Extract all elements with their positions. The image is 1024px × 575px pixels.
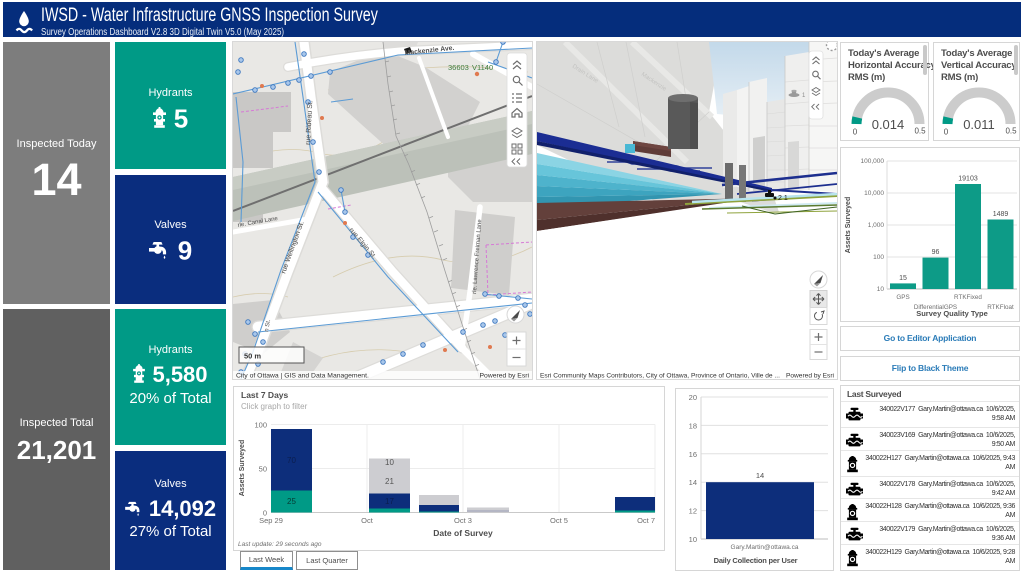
svg-text:Daily Collection per User: Daily Collection per User xyxy=(714,556,798,565)
svg-text:1,000: 1,000 xyxy=(868,222,885,229)
svg-text:0: 0 xyxy=(263,509,267,518)
svg-text:0: 0 xyxy=(944,128,949,137)
svg-text:14: 14 xyxy=(756,471,764,480)
svg-text:70: 70 xyxy=(287,456,296,465)
svg-text:Oct 7: Oct 7 xyxy=(637,516,655,525)
svg-text:V1140: V1140 xyxy=(472,63,493,72)
svg-text:Last update: 29 seconds ago: Last update: 29 seconds ago xyxy=(238,541,322,548)
svg-text:10: 10 xyxy=(385,458,394,467)
svg-text:DifferentialGPS: DifferentialGPS xyxy=(914,304,957,311)
svg-text:rle. Lawrence Freiman Lane: rle. Lawrence Freiman Lane xyxy=(472,219,483,295)
svg-text:50: 50 xyxy=(259,465,267,474)
svg-text:19103: 19103 xyxy=(958,176,978,183)
svg-text:Powered by Esri: Powered by Esri xyxy=(786,373,835,380)
svg-text:0.014: 0.014 xyxy=(872,117,905,132)
svg-text:21: 21 xyxy=(385,477,394,486)
svg-text:Date of Survey: Date of Survey xyxy=(433,528,493,538)
svg-text:n St.: n St. xyxy=(264,319,272,333)
svg-text:Survey Quality Type: Survey Quality Type xyxy=(916,309,988,318)
svg-text:2 1: 2 1 xyxy=(778,195,788,202)
svg-text:100: 100 xyxy=(254,421,267,430)
svg-text:36603: 36603 xyxy=(448,63,469,72)
svg-text:Assets Surveyed: Assets Surveyed xyxy=(239,440,246,496)
svg-text:Gary.Martin@ottawa.ca: Gary.Martin@ottawa.ca xyxy=(731,544,799,551)
svg-text:18: 18 xyxy=(689,421,697,430)
svg-text:12: 12 xyxy=(689,507,697,516)
svg-text:100: 100 xyxy=(873,254,884,261)
svg-text:0: 0 xyxy=(853,128,858,137)
svg-text:16: 16 xyxy=(689,450,697,459)
svg-text:1: 1 xyxy=(802,93,806,99)
svg-text:50 m: 50 m xyxy=(244,352,261,361)
svg-text:rue Rideau St.: rue Rideau St. xyxy=(305,100,314,145)
svg-text:20: 20 xyxy=(689,393,697,402)
svg-text:Oct 3: Oct 3 xyxy=(454,516,472,525)
svg-text:25: 25 xyxy=(287,497,296,506)
svg-text:10: 10 xyxy=(689,535,697,544)
svg-text:Esri Community Maps Contributo: Esri Community Maps Contributors, City o… xyxy=(540,373,780,380)
svg-text:0.5: 0.5 xyxy=(1005,127,1017,136)
svg-text:Assets Surveyed: Assets Surveyed xyxy=(845,197,852,253)
svg-text:0.011: 0.011 xyxy=(963,117,995,132)
svg-text:100,000: 100,000 xyxy=(861,158,885,165)
svg-text:10: 10 xyxy=(877,286,885,293)
svg-text:0.5: 0.5 xyxy=(914,127,926,136)
svg-text:Oct 5: Oct 5 xyxy=(550,516,568,525)
svg-text:10,000: 10,000 xyxy=(864,190,884,197)
svg-text:Click graph to filter: Click graph to filter xyxy=(241,402,308,411)
svg-text:96: 96 xyxy=(932,249,940,256)
svg-text:RTKFloat: RTKFloat xyxy=(987,304,1014,311)
svg-text:City of Ottawa | GIS and Data: City of Ottawa | GIS and Data Management… xyxy=(236,373,369,380)
svg-text:15: 15 xyxy=(899,275,907,282)
svg-text:17: 17 xyxy=(385,497,394,506)
svg-text:Sep 29: Sep 29 xyxy=(259,516,283,525)
svg-text:14: 14 xyxy=(689,478,697,487)
svg-text:Oct: Oct xyxy=(361,516,374,525)
svg-text:Powered by Esri: Powered by Esri xyxy=(480,373,530,380)
svg-text:RTKFixed: RTKFixed xyxy=(954,294,982,301)
svg-text:GPS: GPS xyxy=(896,294,909,301)
svg-text:1489: 1489 xyxy=(993,211,1009,218)
svg-text:Last 7 Days: Last 7 Days xyxy=(241,390,289,400)
